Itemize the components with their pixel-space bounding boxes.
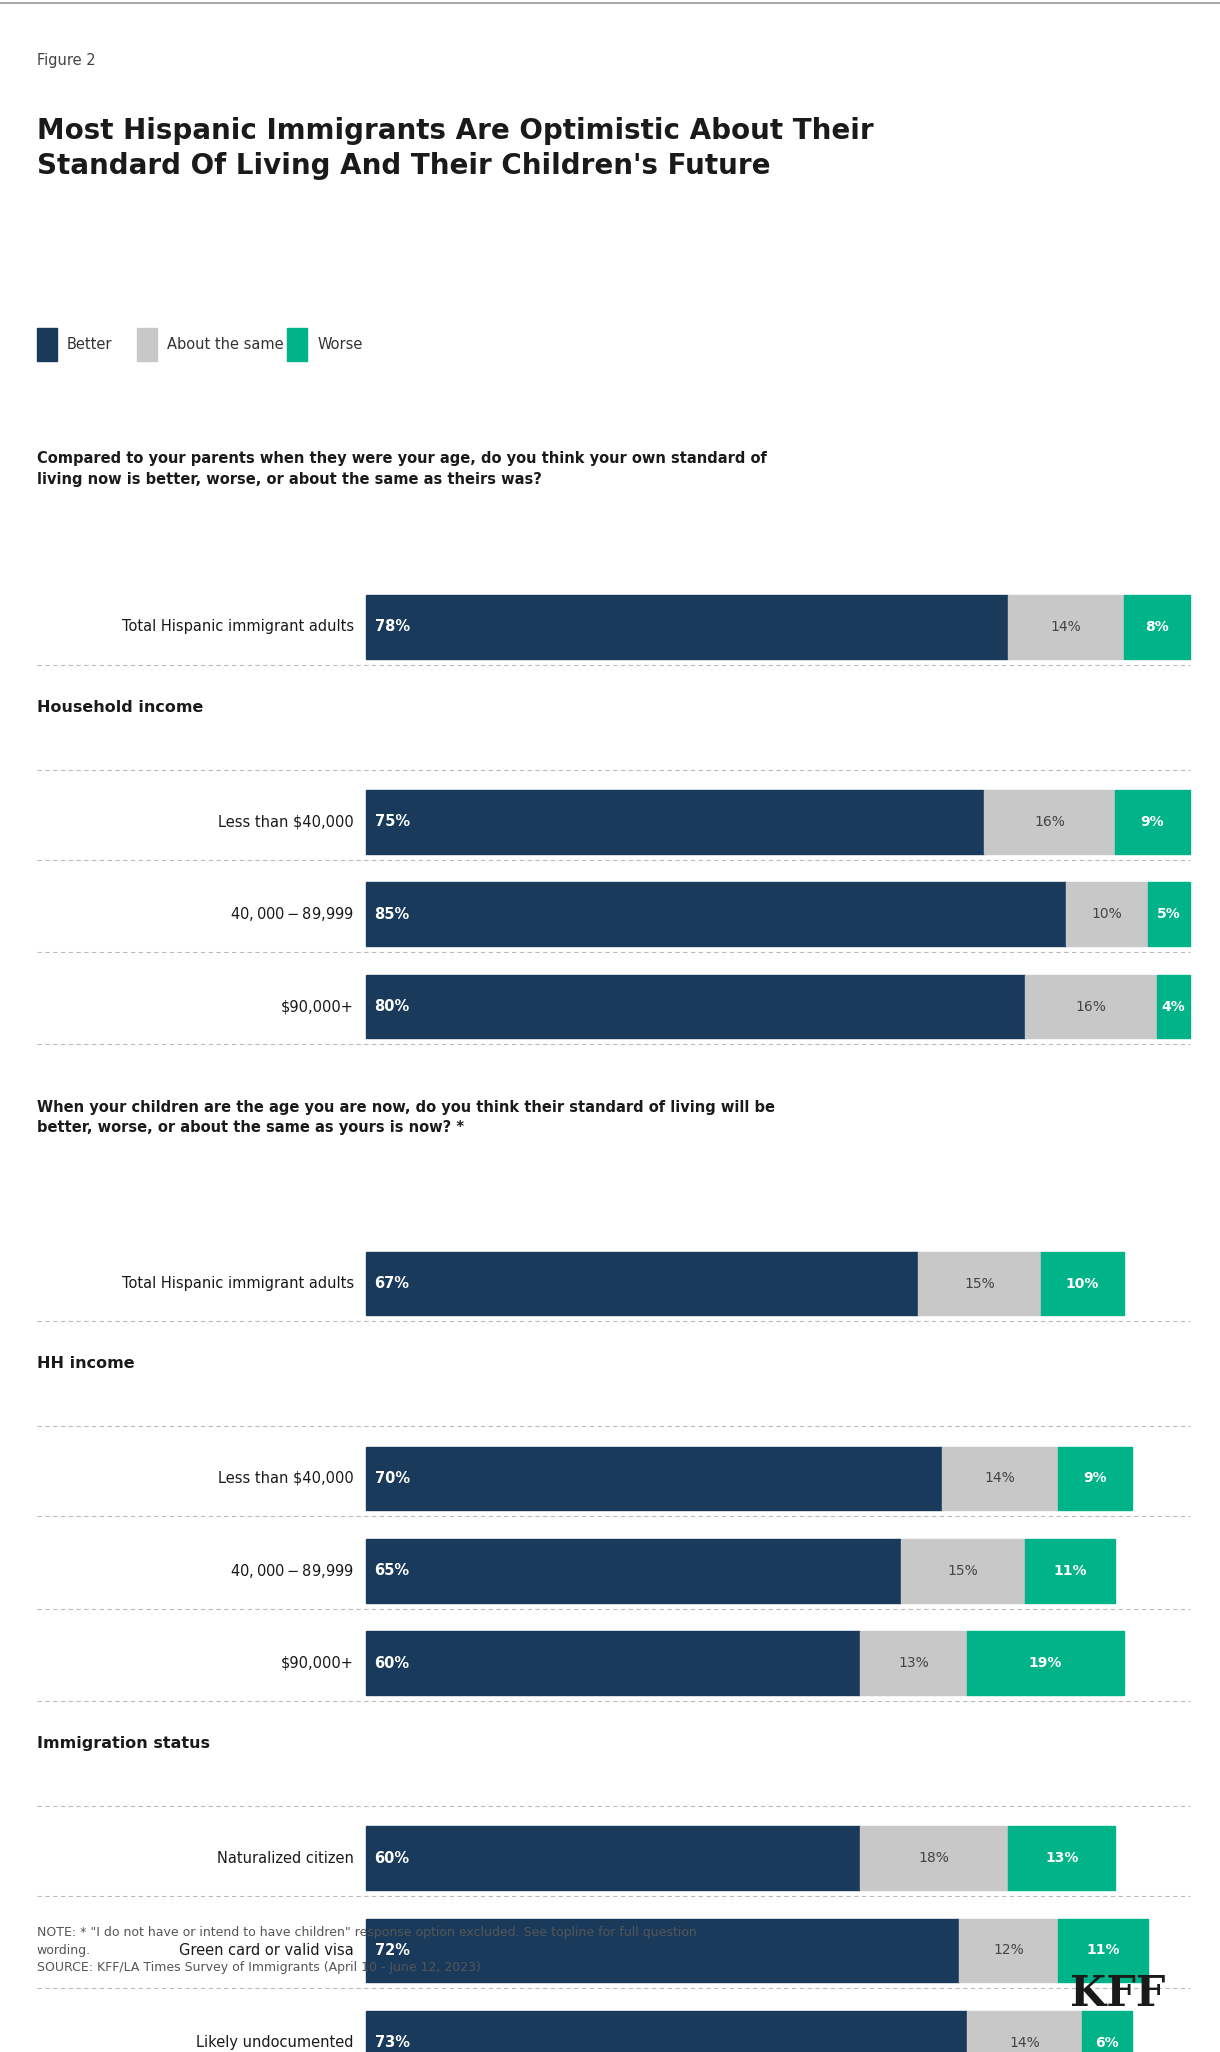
Bar — [917, 1252, 1042, 1315]
Bar — [366, 1539, 902, 1603]
Text: 10%: 10% — [1066, 1276, 1099, 1291]
Bar — [137, 328, 157, 361]
Bar — [860, 1826, 1008, 1890]
Text: 80%: 80% — [375, 999, 410, 1014]
Text: 15%: 15% — [964, 1276, 994, 1291]
Bar — [366, 1447, 942, 1510]
Text: $90,000+: $90,000+ — [281, 1656, 354, 1670]
Bar — [983, 790, 1115, 854]
Text: 4%: 4% — [1161, 999, 1185, 1014]
Text: Less than $40,000: Less than $40,000 — [218, 1471, 354, 1486]
Text: Total Hispanic immigrant adults: Total Hispanic immigrant adults — [122, 1276, 354, 1291]
Text: Immigration status: Immigration status — [37, 1736, 210, 1750]
Bar — [366, 1919, 959, 1982]
Text: 11%: 11% — [1053, 1564, 1087, 1578]
Text: 15%: 15% — [948, 1564, 978, 1578]
Text: 9%: 9% — [1141, 815, 1164, 829]
Text: 78%: 78% — [375, 620, 410, 634]
Bar — [366, 882, 1066, 946]
Text: 6%: 6% — [1096, 2036, 1119, 2050]
Text: 70%: 70% — [375, 1471, 410, 1486]
Bar — [967, 2011, 1082, 2052]
Text: Green card or valid visa: Green card or valid visa — [179, 1943, 354, 1958]
Text: Worse: Worse — [317, 337, 362, 353]
Bar — [1148, 882, 1190, 946]
Bar — [366, 975, 1025, 1038]
Text: Total Hispanic immigrant adults: Total Hispanic immigrant adults — [122, 620, 354, 634]
Bar — [967, 1631, 1124, 1695]
Bar — [1008, 1826, 1115, 1890]
Text: 75%: 75% — [375, 815, 410, 829]
Text: 13%: 13% — [1046, 1851, 1078, 1865]
Text: NOTE: * "I do not have or intend to have children" response option excluded. See: NOTE: * "I do not have or intend to have… — [37, 1927, 697, 1974]
Text: $40,000-$89,999: $40,000-$89,999 — [229, 905, 354, 923]
Text: Better: Better — [67, 337, 112, 353]
Text: HH income: HH income — [37, 1356, 134, 1371]
Text: 14%: 14% — [1009, 2036, 1041, 2050]
Text: 85%: 85% — [375, 907, 410, 921]
Text: 13%: 13% — [898, 1656, 928, 1670]
Text: KFF: KFF — [1070, 1974, 1165, 2015]
Text: 11%: 11% — [1086, 1943, 1120, 1958]
Text: 14%: 14% — [985, 1471, 1015, 1486]
Text: 10%: 10% — [1092, 907, 1122, 921]
Bar — [1157, 975, 1190, 1038]
Text: Household income: Household income — [37, 700, 203, 714]
Bar — [1066, 882, 1148, 946]
Bar — [902, 1539, 1025, 1603]
Text: 12%: 12% — [993, 1943, 1024, 1958]
Text: 9%: 9% — [1083, 1471, 1107, 1486]
Text: About the same: About the same — [167, 337, 284, 353]
Text: 60%: 60% — [375, 1851, 410, 1865]
Bar — [287, 328, 307, 361]
Bar — [366, 2011, 967, 2052]
Text: Likely undocumented: Likely undocumented — [196, 2036, 354, 2050]
Text: Most Hispanic Immigrants Are Optimistic About Their
Standard Of Living And Their: Most Hispanic Immigrants Are Optimistic … — [37, 117, 874, 181]
Text: $40,000-$89,999: $40,000-$89,999 — [229, 1562, 354, 1580]
Bar — [1115, 790, 1190, 854]
Bar — [37, 328, 57, 361]
Text: 72%: 72% — [375, 1943, 410, 1958]
Text: 16%: 16% — [1075, 999, 1107, 1014]
Bar — [1058, 1919, 1148, 1982]
Text: 18%: 18% — [919, 1851, 949, 1865]
Text: 8%: 8% — [1144, 620, 1169, 634]
Text: 16%: 16% — [1035, 815, 1065, 829]
Bar — [1058, 1447, 1132, 1510]
Bar — [1025, 1539, 1115, 1603]
Text: 19%: 19% — [1028, 1656, 1063, 1670]
Text: When your children are the age you are now, do you think their standard of livin: When your children are the age you are n… — [37, 1100, 775, 1135]
Bar — [366, 1631, 860, 1695]
Bar — [366, 790, 983, 854]
Text: Naturalized citizen: Naturalized citizen — [217, 1851, 354, 1865]
Text: 67%: 67% — [375, 1276, 410, 1291]
Bar — [366, 1252, 917, 1315]
Text: 14%: 14% — [1050, 620, 1081, 634]
Text: Figure 2: Figure 2 — [37, 53, 95, 68]
Bar — [860, 1631, 967, 1695]
Bar — [366, 595, 1008, 659]
Text: 5%: 5% — [1157, 907, 1181, 921]
Bar — [1025, 975, 1157, 1038]
Bar — [1124, 595, 1190, 659]
Text: 60%: 60% — [375, 1656, 410, 1670]
Bar — [942, 1447, 1058, 1510]
Bar — [1082, 2011, 1132, 2052]
Bar — [1008, 595, 1124, 659]
Bar — [959, 1919, 1058, 1982]
Bar — [366, 1826, 860, 1890]
Text: 65%: 65% — [375, 1564, 410, 1578]
Text: Less than $40,000: Less than $40,000 — [218, 815, 354, 829]
Text: $90,000+: $90,000+ — [281, 999, 354, 1014]
Bar — [1042, 1252, 1124, 1315]
Text: 73%: 73% — [375, 2036, 410, 2050]
Text: Compared to your parents when they were your age, do you think your own standard: Compared to your parents when they were … — [37, 451, 766, 486]
